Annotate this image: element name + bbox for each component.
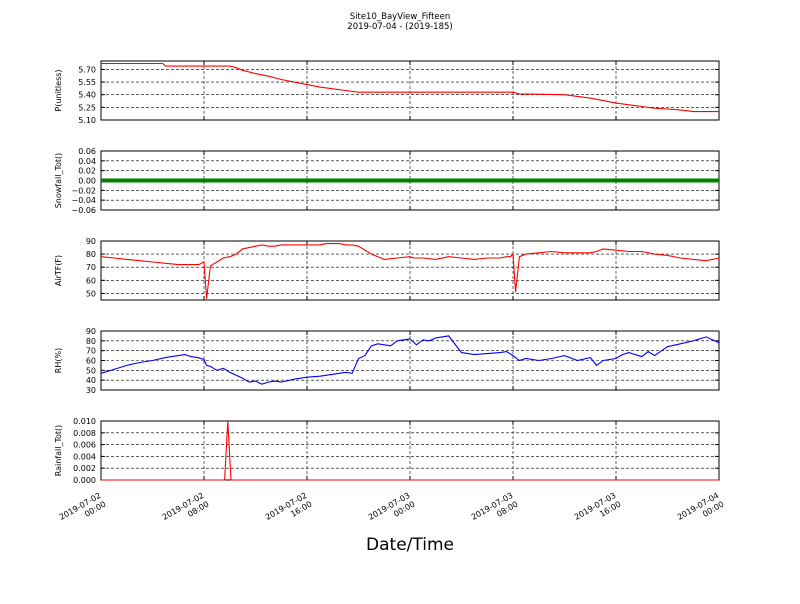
- y-tick-label: −0.06: [71, 206, 96, 215]
- y-tick-label: 90: [86, 327, 96, 336]
- y-tick-label: 80: [86, 250, 96, 259]
- y-tick-label: 0.006: [73, 441, 96, 450]
- subplot-3: 50 60 70 80 90 AirTF(F): [54, 237, 720, 301]
- y-tick-label: 90: [86, 237, 96, 246]
- subplot-panels: 5.105.255.405.555.70P(unitless)−0.06−0.0…: [54, 60, 720, 485]
- y-tick-label: 60: [86, 276, 96, 285]
- y-tick-label: 0.000: [73, 476, 96, 485]
- plot-frame: [100, 60, 720, 121]
- y-tick-label: 0.010: [73, 417, 96, 426]
- y-tick-label: 30: [86, 386, 96, 395]
- subplot-2: −0.06−0.04−0.020.000.020.040.06 Snowfall_…: [54, 147, 720, 215]
- y-tick-label: −0.02: [71, 186, 96, 195]
- y-axis-label: RH(%): [54, 348, 63, 373]
- y-tick-label: 50: [86, 289, 96, 298]
- y-tick-label: 0.04: [78, 157, 96, 166]
- y-tick-label: 50: [86, 366, 96, 375]
- subplot-1: 5.10 5.25 5.40 5.55 5.70 P(unitless): [54, 60, 720, 125]
- y-tick-label: 70: [86, 263, 96, 272]
- y-tick-label: 5.55: [78, 78, 96, 87]
- y-tick-label: 40: [86, 376, 96, 385]
- plot-frame: [100, 420, 720, 481]
- x-axis-label: Date/Time: [366, 535, 454, 555]
- series-line: [100, 243, 720, 299]
- y-tick-label: 0.00: [78, 177, 96, 186]
- y-axis-label: P(unitless): [54, 69, 63, 111]
- y-axis-label: Snowfall_Tot(): [54, 153, 63, 209]
- y-tick-label: 70: [86, 347, 96, 356]
- y-axis-label: AirTF(F): [54, 255, 63, 286]
- y-tick-label: 0.008: [73, 429, 96, 438]
- figure-title: Site10_BayView_Fifteen: [350, 12, 451, 22]
- y-tick-label: 0.06: [78, 147, 96, 156]
- y-tick-label: 0.02: [78, 167, 96, 176]
- series-line: [101, 62, 719, 113]
- y-tick-label: 60: [86, 357, 96, 366]
- y-tick-label: 0.004: [73, 452, 96, 461]
- y-axis-label: Rainfall_Tot(): [54, 425, 63, 477]
- y-tick-label: 80: [86, 337, 96, 346]
- y-tick-label: 0.002: [73, 464, 96, 473]
- y-tick-label: 5.10: [78, 116, 96, 125]
- figure-subtitle: 2019-07-04 - (2019-185): [347, 22, 452, 32]
- series-line: [100, 335, 720, 385]
- plot-frame: [100, 240, 720, 301]
- y-tick-label: −0.04: [71, 196, 96, 205]
- y-tick-label: 5.70: [78, 65, 96, 74]
- y-tick-label: 5.25: [78, 103, 96, 112]
- series-line: [101, 420, 719, 481]
- y-tick-label: 5.40: [78, 91, 96, 100]
- subplot-5: 0.000 0.002 0.004 0.006 0.008 0.010 Rainfall_T…: [54, 417, 720, 485]
